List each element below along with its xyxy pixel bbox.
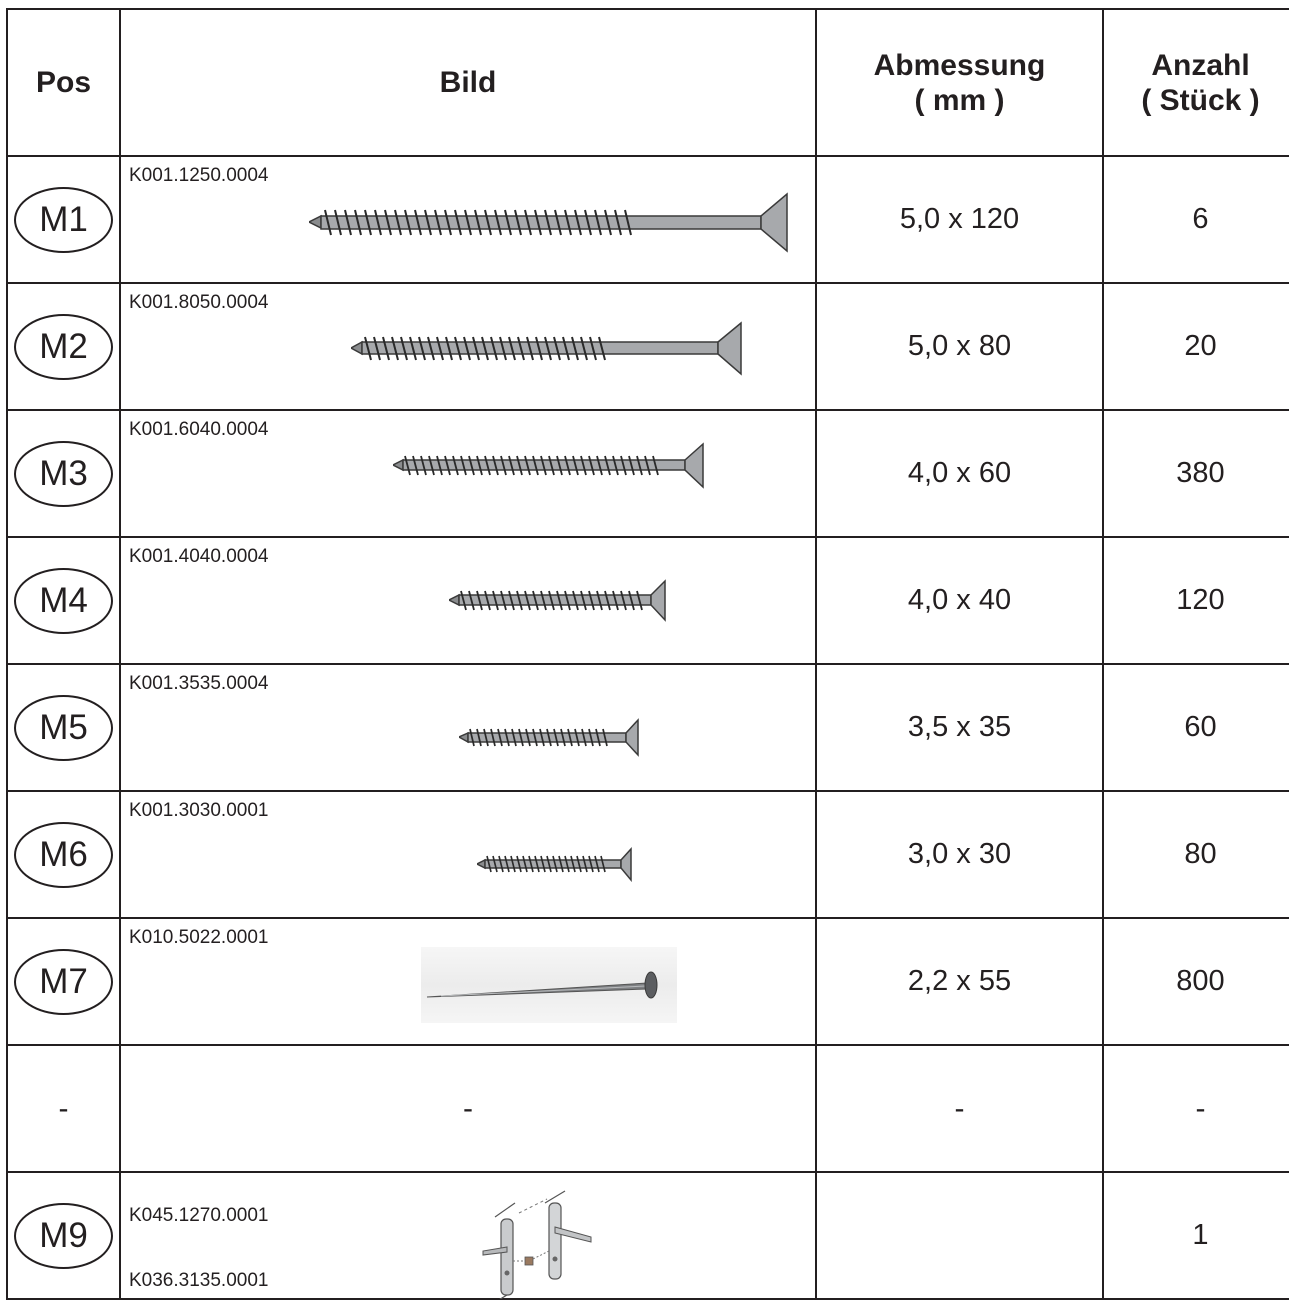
pos-cell: M5 <box>6 663 121 792</box>
dimension-cell: 5,0 x 80 <box>815 282 1104 411</box>
dimension-cell <box>815 1171 1104 1300</box>
header-bild: Bild <box>119 8 817 157</box>
article-number: K045.1270.0001 <box>129 1205 269 1226</box>
bild-cell: K001.4040.0004 <box>119 536 817 665</box>
dimension-cell: 3,5 x 35 <box>815 663 1104 792</box>
pos-badge: M3 <box>14 440 113 507</box>
dimension-cell: - <box>815 1044 1104 1173</box>
screw-icon <box>393 442 704 489</box>
pos-badge: M2 <box>14 313 113 380</box>
bild-cell: K001.3535.0004 <box>119 663 817 792</box>
door-handle-set-icon <box>482 1190 592 1299</box>
table-row: M7 K010.5022.0001 2,2 x 55 800 <box>6 917 1289 1046</box>
bild-cell: K001.6040.0004 <box>119 409 817 538</box>
count-cell: 20 <box>1102 282 1289 411</box>
count-cell: - <box>1102 1044 1289 1173</box>
parts-table: Pos Bild Abmessung ( mm ) Anzahl ( Stück… <box>6 8 1289 1300</box>
header-abmessung-unit: ( mm ) <box>914 83 1005 117</box>
bild-cell: K001.3030.0001 <box>119 790 817 919</box>
dimension-cell: 2,2 x 55 <box>815 917 1104 1046</box>
pos-cell: M6 <box>6 790 121 919</box>
bild-cell: K045.1270.0001 K036.3135.0001 <box>119 1171 817 1300</box>
article-number: K001.8050.0004 <box>129 292 269 313</box>
header-row: Pos Bild Abmessung ( mm ) Anzahl ( Stück… <box>6 8 1289 157</box>
article-number: K001.4040.0004 <box>129 546 269 567</box>
bild-cell: K010.5022.0001 <box>119 917 817 1046</box>
count-cell: 60 <box>1102 663 1289 792</box>
bild-cell: - <box>119 1044 817 1173</box>
count-cell: 380 <box>1102 409 1289 538</box>
count-cell: 120 <box>1102 536 1289 665</box>
table-row: M9 K045.1270.0001 K036.3135.0001 1 <box>6 1171 1289 1300</box>
pos-cell: M1 <box>6 155 121 284</box>
dimension-cell: 5,0 x 120 <box>815 155 1104 284</box>
pos-badge: M4 <box>14 567 113 634</box>
header-abmessung-label: Abmessung <box>873 48 1046 82</box>
article-number-2: K036.3135.0001 <box>129 1270 269 1291</box>
table-row: M3 K001.6040.0004 4,0 x 60 380 <box>6 409 1289 538</box>
pos-cell: M7 <box>6 917 121 1046</box>
count-cell: 6 <box>1102 155 1289 284</box>
pos-cell: M3 <box>6 409 121 538</box>
nail-picture <box>421 947 677 1023</box>
bild-cell: K001.8050.0004 <box>119 282 817 411</box>
pos-badge: M1 <box>14 186 113 253</box>
pos-cell: M4 <box>6 536 121 665</box>
count-cell: 800 <box>1102 917 1289 1046</box>
screw-icon <box>459 718 639 757</box>
pos-cell: M9 <box>6 1171 121 1300</box>
table-row: M1 K001.1250.0004 5,0 x 120 6 <box>6 155 1289 284</box>
article-number: K010.5022.0001 <box>129 927 269 948</box>
header-anzahl-unit: ( Stück ) <box>1141 83 1260 117</box>
pos-cell: M2 <box>6 282 121 411</box>
pos-badge: M6 <box>14 821 113 888</box>
header-anzahl-label: Anzahl <box>1151 48 1250 82</box>
dimension-cell: 3,0 x 30 <box>815 790 1104 919</box>
count-cell: 1 <box>1102 1171 1289 1300</box>
table-row: M5 K001.3535.0004 3,5 x 35 60 <box>6 663 1289 792</box>
table-row: - - - - <box>6 1044 1289 1173</box>
header-abmessung: Abmessung ( mm ) <box>815 8 1104 157</box>
table-row: M2 K001.8050.0004 5,0 x 80 20 <box>6 282 1289 411</box>
screw-icon <box>351 321 742 376</box>
pos-badge: M9 <box>14 1202 113 1269</box>
screw-icon <box>449 579 666 622</box>
pos-badge: M7 <box>14 948 113 1015</box>
count-cell: 80 <box>1102 790 1289 919</box>
dimension-cell: 4,0 x 60 <box>815 409 1104 538</box>
pos-cell: - <box>6 1044 121 1173</box>
bild-cell: K001.1250.0004 <box>119 155 817 284</box>
dimension-cell: 4,0 x 40 <box>815 536 1104 665</box>
header-pos: Pos <box>6 8 121 157</box>
table-row: M4 K001.4040.0004 4,0 x 40 120 <box>6 536 1289 665</box>
table-row: M6 K001.3030.0001 3,0 x 30 80 <box>6 790 1289 919</box>
screw-icon <box>477 847 632 882</box>
header-anzahl: Anzahl ( Stück ) <box>1102 8 1289 157</box>
article-number: K001.1250.0004 <box>129 165 269 186</box>
article-number: K001.3030.0001 <box>129 800 269 821</box>
article-number: K001.3535.0004 <box>129 673 269 694</box>
article-number: K001.6040.0004 <box>129 419 269 440</box>
nail-icon <box>426 971 658 999</box>
pos-badge: M5 <box>14 694 113 761</box>
screw-icon <box>309 192 788 253</box>
